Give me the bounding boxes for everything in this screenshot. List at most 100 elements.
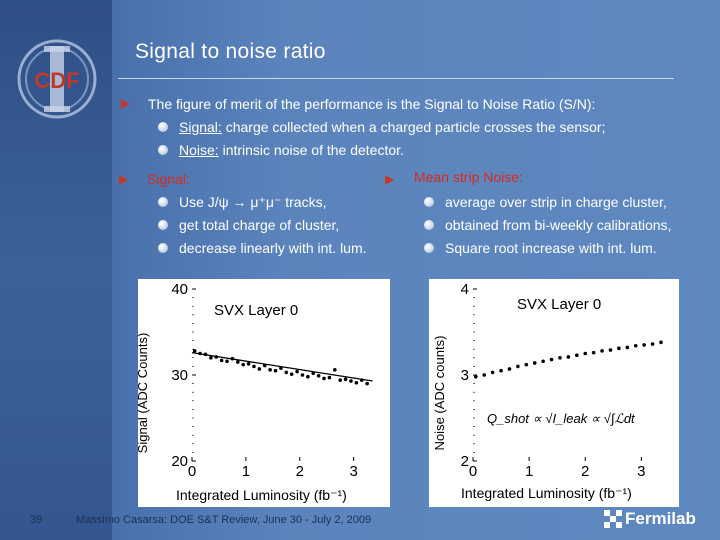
x-tick-label: 3 <box>349 463 357 480</box>
data-point <box>566 355 571 359</box>
shot-noise-formula: Q_shot ∝ √I_leak ∝ √∫ℒdt <box>487 411 636 426</box>
x-tick-label: 3 <box>637 463 645 480</box>
data-point <box>600 349 604 353</box>
data-point <box>575 353 579 358</box>
data-point <box>650 342 655 346</box>
signal-item: decrease linearly with int. lum. <box>179 240 367 256</box>
y-tick-label: 20 <box>171 453 188 470</box>
arrow-bullet-icon <box>121 99 130 109</box>
data-point <box>241 362 245 367</box>
data-point <box>633 343 638 348</box>
data-point <box>482 373 487 377</box>
signal-vs-luminosity-plot: Signal (ADC Counts) SVX Layer 0 Integrat… <box>138 279 390 507</box>
data-point <box>209 356 213 360</box>
sub-bullet-icon <box>158 197 168 207</box>
data-point <box>284 370 289 375</box>
data-point <box>642 343 646 347</box>
x-tick-label: 1 <box>242 463 250 480</box>
arrow-bullet-icon <box>119 175 128 185</box>
data-point <box>365 381 369 386</box>
data-point <box>349 379 353 383</box>
data-point <box>338 378 342 382</box>
x-tick-label: 1 <box>525 463 533 480</box>
data-point <box>583 351 588 356</box>
data-point <box>532 361 537 365</box>
noise-item: obtained from bi-weekly calibrations, <box>445 217 672 233</box>
data-point <box>252 364 256 369</box>
fermilab-icon <box>604 510 622 528</box>
x-tick-label: 0 <box>188 463 196 480</box>
data-point <box>549 357 554 362</box>
data-point <box>306 374 310 379</box>
data-point <box>192 349 197 353</box>
data-point <box>311 371 316 376</box>
plot-title: SVX Layer 0 <box>517 296 601 313</box>
data-point <box>279 366 283 370</box>
data-point <box>257 367 262 371</box>
sub-bullet-icon <box>424 220 434 230</box>
signal-heading: Signal: <box>147 171 190 187</box>
sub-bullet-icon <box>158 220 168 230</box>
data-point <box>273 368 278 373</box>
data-point <box>268 368 272 372</box>
sub-bullet-icon <box>158 243 168 253</box>
noise-definition: Noise: intrinsic noise of the detector. <box>179 142 404 158</box>
y-tick-label: 40 <box>171 281 188 298</box>
data-point <box>499 368 503 373</box>
y-tick-label: 30 <box>171 367 188 384</box>
sub-bullet-icon <box>158 145 168 155</box>
x-axis-label: Integrated Luminosity (fb⁻¹) <box>176 487 347 503</box>
x-axis-label: Integrated Luminosity (fb⁻¹) <box>461 485 632 501</box>
data-point <box>558 356 562 360</box>
arrow-bullet-icon <box>385 175 394 185</box>
y-tick-label: 4 <box>461 281 469 298</box>
sub-bullet-icon <box>424 243 434 253</box>
data-point <box>300 373 305 377</box>
data-point <box>214 355 219 359</box>
data-point <box>591 350 596 355</box>
intro-text: The figure of merit of the performance i… <box>148 96 596 112</box>
fermilab-label: Fermilab <box>625 509 696 528</box>
y-tick-label: 3 <box>461 367 469 384</box>
noise-item: Square root increase with int. lum. <box>445 240 657 256</box>
data-point <box>659 340 663 345</box>
data-point <box>354 380 359 385</box>
fit-line <box>191 351 373 382</box>
data-point <box>359 378 364 382</box>
data-point <box>625 345 630 350</box>
data-point <box>219 358 224 363</box>
data-point <box>474 374 478 379</box>
data-point <box>236 360 240 364</box>
x-tick-label: 2 <box>581 463 589 480</box>
data-point <box>608 348 613 352</box>
data-point <box>230 356 235 361</box>
data-point <box>246 362 251 366</box>
slide-title: Signal to noise ratio <box>135 40 326 63</box>
cdf-logo: CDF <box>17 39 97 119</box>
data-point <box>198 351 202 356</box>
sub-bullet-icon <box>158 122 168 132</box>
svg-text:CDF: CDF <box>34 68 79 93</box>
noise-item: average over strip in charge cluster, <box>445 194 667 210</box>
x-tick-label: 2 <box>296 463 304 480</box>
data-point <box>295 369 299 374</box>
data-point <box>617 346 621 351</box>
data-point <box>203 352 208 357</box>
signal-item: get total charge of cluster, <box>179 217 340 233</box>
data-point <box>490 370 495 375</box>
data-point <box>322 376 326 381</box>
sub-bullet-icon <box>424 197 434 207</box>
data-point <box>333 368 337 372</box>
fermilab-logo: Fermilab <box>604 509 696 529</box>
plot-title: SVX Layer 0 <box>214 302 298 319</box>
data-point <box>262 363 267 368</box>
data-point <box>507 367 512 371</box>
data-point <box>343 377 348 382</box>
noise-vs-luminosity-plot: Noise (ADC counts) SVX Layer 0 Integrate… <box>429 279 679 507</box>
signal-definition: Signal: charge collected when a charged … <box>179 119 606 135</box>
y-tick-label: 2 <box>461 453 469 470</box>
data-point <box>516 364 520 369</box>
page-number: 39 <box>30 514 43 526</box>
data-point <box>524 362 529 367</box>
data-point <box>316 374 321 378</box>
